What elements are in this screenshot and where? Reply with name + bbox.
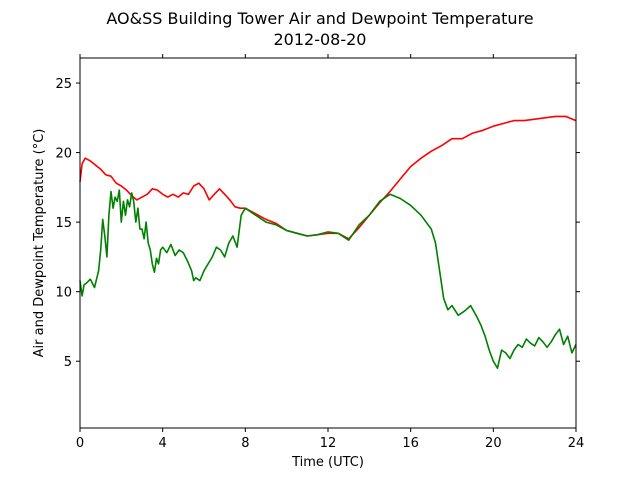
- x-axis-ticks: 0 4 8 12 16 20 24: [76, 54, 584, 451]
- x-tick-label: 12: [320, 436, 337, 451]
- plot-frame: [79, 57, 577, 429]
- x-tick-label: 4: [159, 436, 167, 451]
- series-line-2: [79, 189, 577, 370]
- y-tick-label: 20: [55, 147, 72, 162]
- y-tick-label: 5: [64, 355, 72, 370]
- series-layer: [79, 115, 577, 370]
- y-tick-label: 15: [55, 216, 72, 231]
- x-tick-label: 8: [241, 436, 249, 451]
- chart-title: AO&SS Building Tower Air and Dewpoint Te…: [106, 9, 533, 28]
- y-tick-label: 10: [55, 286, 72, 301]
- y-axis-label: Air and Dewpoint Temperature (°C): [32, 129, 47, 358]
- x-tick-label: 0: [76, 436, 84, 451]
- x-tick-label: 16: [402, 436, 419, 451]
- chart-subtitle: 2012-08-20: [274, 30, 367, 49]
- series-line-1: [79, 115, 577, 240]
- x-tick-label: 20: [485, 436, 502, 451]
- x-tick-label: 24: [568, 436, 585, 451]
- y-axis-ticks: 5 10 15 20 25: [55, 77, 580, 370]
- y-tick-label: 25: [55, 77, 72, 92]
- x-axis-label: Time (UTC): [291, 455, 364, 470]
